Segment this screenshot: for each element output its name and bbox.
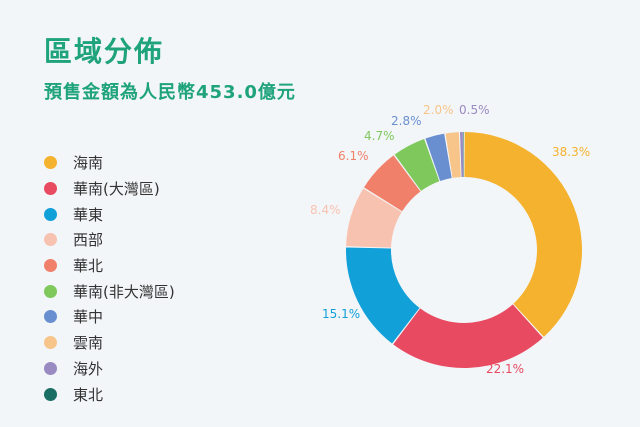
donut-slice xyxy=(445,132,461,178)
donut-slice xyxy=(346,247,420,344)
legend-item: 華中 xyxy=(44,304,175,330)
chart-subtitle: 預售金額為人民幣453.0億元 xyxy=(44,82,296,103)
legend-item: 雲南 xyxy=(44,330,175,356)
data-label: 2.0% xyxy=(423,103,454,117)
data-label: 6.1% xyxy=(338,149,369,163)
legend-item: 華南(非大灣區) xyxy=(44,278,175,304)
legend-label: 雲南 xyxy=(73,334,104,353)
legend-label: 華東 xyxy=(73,205,104,224)
legend-swatch xyxy=(44,156,57,170)
legend-item: 華北 xyxy=(44,253,175,279)
legend-swatch xyxy=(44,336,57,350)
legend-label: 東北 xyxy=(73,385,104,404)
data-label: 22.1% xyxy=(486,362,524,376)
donut-slice xyxy=(460,132,464,178)
legend-label: 華南(非大灣區) xyxy=(73,282,175,301)
donut-slice xyxy=(425,133,452,182)
legend-swatch xyxy=(44,233,57,247)
legend-item: 海南 xyxy=(44,150,175,176)
chart-title: 區域分佈 xyxy=(44,35,165,68)
donut-slice xyxy=(394,138,440,191)
legend-label: 華北 xyxy=(73,257,104,276)
legend-label: 華中 xyxy=(73,308,104,327)
donut-slice xyxy=(464,132,582,337)
legend-swatch xyxy=(44,361,57,375)
data-label: 38.3% xyxy=(552,145,590,159)
donut-slice xyxy=(463,132,464,178)
data-label: 2.8% xyxy=(391,114,422,128)
donut-slice xyxy=(346,188,402,248)
legend-item: 華南(大灣區) xyxy=(44,176,175,202)
donut-slice xyxy=(393,304,543,368)
legend-item: 海外 xyxy=(44,356,175,382)
legend-label: 海南 xyxy=(73,154,104,173)
data-label: 8.4% xyxy=(310,203,341,217)
legend-swatch xyxy=(44,284,57,298)
legend-swatch xyxy=(44,387,57,401)
legend-item: 東北 xyxy=(44,381,175,407)
legend-label: 華南(大灣區) xyxy=(73,180,160,199)
data-label: 4.7% xyxy=(364,129,395,143)
legend-label: 海外 xyxy=(73,359,104,378)
legend-item: 華東 xyxy=(44,201,175,227)
legend-swatch xyxy=(44,259,57,273)
legend-swatch xyxy=(44,182,57,196)
donut-slice xyxy=(364,155,421,212)
data-label: 15.1% xyxy=(322,307,360,321)
legend-swatch xyxy=(44,207,57,221)
legend-label: 西部 xyxy=(73,231,104,250)
data-label: 0.5% xyxy=(459,103,490,117)
legend: 海南華南(大灣區) 華東西部華北華南(非大灣區) 華中雲南海外東北 xyxy=(44,150,175,407)
legend-swatch xyxy=(44,310,57,324)
legend-item: 西部 xyxy=(44,227,175,253)
